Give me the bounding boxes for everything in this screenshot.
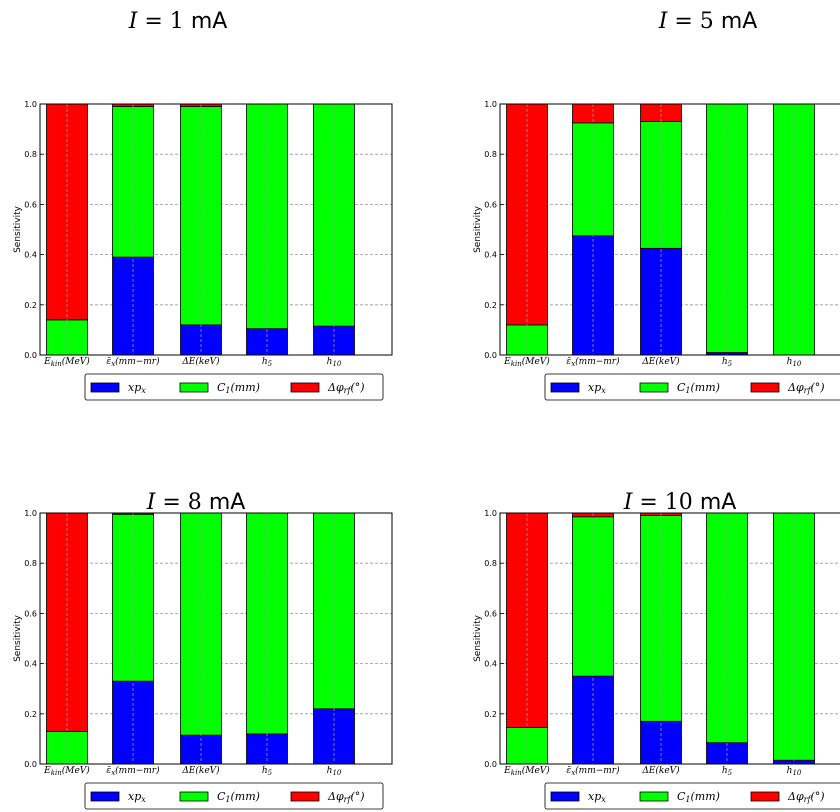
legend-swatch [90,791,120,802]
legend-swatch [90,382,120,393]
y-axis-label: Sensitivity [13,614,23,662]
y-tick-label: 0.6 [24,609,37,618]
y-axis-label: Sensitivity [473,205,483,253]
y-tick-label: 0.2 [484,710,497,719]
y-tick-label: 0.4 [484,660,497,669]
x-tick-label: h10 [327,766,342,777]
y-tick-label: 0.6 [484,200,497,209]
legend-swatch [179,382,209,393]
legend-label: C1(mm) [677,381,720,395]
x-tick-label: ΔE(keV) [181,765,220,776]
x-tick-label: ΔE(keV) [181,356,220,367]
bar-segment [313,708,355,765]
x-tick-label: Ekin(MeV) [43,356,90,368]
axes-frame [499,103,840,356]
legend-swatch [750,382,780,393]
x-tick-label: ε̄x(mm−mr) [106,765,160,777]
legend-label: C1(mm) [677,790,720,804]
x-tick-label: h5 [262,357,273,368]
legend-swatch [550,382,580,393]
y-tick-label: 0.4 [484,251,497,260]
axes-frame [39,512,393,765]
legend-label: Δφrf(°) [787,381,825,395]
y-tick-label: 0.2 [484,301,497,310]
legend: xpx C1(mm) Δφrf(°) [84,782,384,810]
chart-panel: I = 1 mA Ekin(MeV) ε̄x(mm−mr) ΔE(keV) h5 h10 0… [13,9,393,401]
y-axis-label: Sensitivity [473,614,483,662]
chart-panel: I = 10 mA Ekin(MeV) ε̄x(mm−mr) ΔE(keV) h5 h10… [473,490,840,810]
x-tick-label: ε̄x(mm−mr) [566,765,620,777]
legend-label: xpx [128,790,146,804]
y-tick-label: 0.8 [484,559,497,568]
legend-box [84,782,384,810]
legend: xpx C1(mm) Δφrf(°) [544,373,840,401]
y-tick-label: 0.4 [24,660,37,669]
legend-swatch [639,791,669,802]
x-tick-label: h5 [262,766,273,777]
bar-segment [640,720,682,765]
chart-panel: I = 5 mA Ekin(MeV) ε̄x(mm−mr) ΔE(keV) h5 h10 0… [473,9,840,401]
legend: xpx C1(mm) Δφrf(°) [84,373,384,401]
y-tick-label: 0.6 [484,609,497,618]
legend-label: Δφrf(°) [787,790,825,804]
chart-title: I = 1 mA [128,9,228,34]
legend-swatch [179,791,209,802]
x-tick-label: h5 [722,766,733,777]
y-tick-label: 1.0 [24,509,37,518]
x-tick-label: h10 [787,766,802,777]
x-tick-label: ε̄x(mm−mr) [566,356,620,368]
y-tick-label: 0.2 [24,710,37,719]
legend-swatch [639,382,669,393]
legend-swatch [750,791,780,802]
x-tick-label: h5 [722,357,733,368]
y-tick-label: 0.0 [484,760,497,769]
legend-swatch [290,791,320,802]
y-tick-label: 1.0 [484,100,497,109]
x-tick-label: Ekin(MeV) [503,765,550,777]
legend-label: xpx [588,381,606,395]
chart-title: I = 10 mA [623,490,737,515]
x-tick-label: ΔE(keV) [641,765,680,776]
legend-label: C1(mm) [217,790,260,804]
x-tick-label: Ekin(MeV) [43,765,90,777]
y-tick-label: 0.8 [24,559,37,568]
y-tick-label: 0.0 [24,351,37,360]
y-axis-label: Sensitivity [13,205,23,253]
y-tick-label: 0.8 [24,150,37,159]
chart-title: I = 5 mA [658,9,758,34]
axes-frame [39,103,393,356]
x-tick-label: Ekin(MeV) [503,356,550,368]
y-tick-label: 0.8 [484,150,497,159]
legend-label: Δφrf(°) [327,381,365,395]
legend-label: xpx [128,381,146,395]
y-tick-label: 0.6 [24,200,37,209]
chart-title: I = 8 mA [146,490,246,515]
x-tick-label: h10 [327,357,342,368]
legend-swatch [550,791,580,802]
legend-box [544,782,840,810]
legend-label: C1(mm) [217,381,260,395]
legend-label: Δφrf(°) [327,790,365,804]
legend: xpx C1(mm) Δφrf(°) [544,782,840,810]
x-tick-label: ΔE(keV) [641,356,680,367]
x-tick-label: ε̄x(mm−mr) [106,356,160,368]
axes-frame [499,512,840,765]
legend-box [84,373,384,401]
y-tick-label: 1.0 [484,509,497,518]
legend-label: xpx [588,790,606,804]
y-tick-label: 0.2 [24,301,37,310]
legend-swatch [290,382,320,393]
y-tick-label: 0.4 [24,251,37,260]
y-tick-label: 0.0 [484,351,497,360]
legend-box [544,373,840,401]
x-tick-label: h10 [787,357,802,368]
y-tick-label: 0.0 [24,760,37,769]
y-tick-label: 1.0 [24,100,37,109]
chart-panel: I = 8 mA Ekin(MeV) ε̄x(mm−mr) ΔE(keV) h5 h10 0… [13,490,393,810]
